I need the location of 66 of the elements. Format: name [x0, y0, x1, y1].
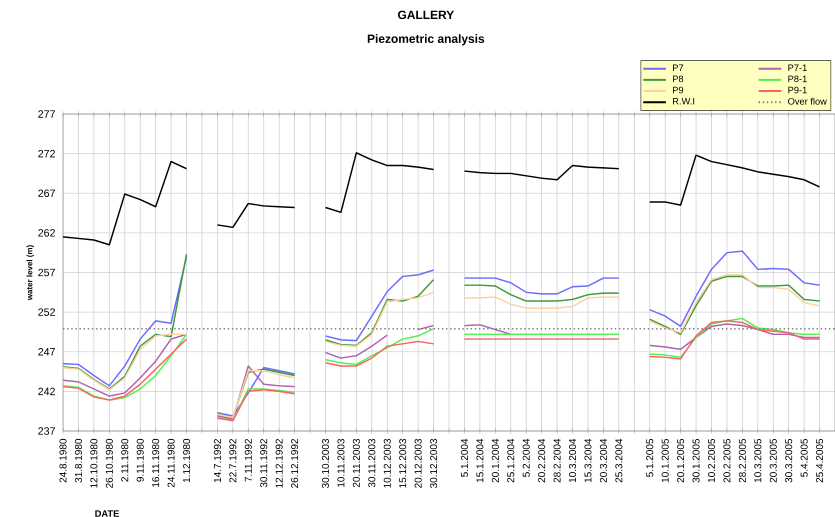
- x-tick-label: 7.11.1992: [244, 439, 252, 482]
- x-tick-label: 30.12.2003: [430, 438, 438, 488]
- x-tick-label: 20.3.2004: [600, 438, 607, 482]
- x-tick-label: 20.12.2003: [414, 438, 422, 488]
- chart-subtitle: Piezometric analysis: [368, 34, 484, 46]
- x-tick-label: 5.1.2005: [646, 438, 654, 477]
- x-tick-label: 12.10.1980: [90, 438, 98, 488]
- x-tick-label: 10.2.2005: [708, 438, 716, 482]
- x-tick-label: 16.11.1980: [152, 438, 160, 487]
- x-tick-label: 28.2.2004: [554, 438, 561, 482]
- legend-label: P9: [673, 86, 684, 94]
- x-tick-label: 10.1.2005: [662, 438, 669, 482]
- x-tick-label: 25.4.2005: [816, 438, 824, 482]
- y-tick-label: 252: [38, 308, 55, 316]
- legend-label: P9-1: [788, 86, 807, 94]
- y-tick-label: 267: [38, 189, 55, 198]
- x-tick-label: 10.3.2005: [754, 438, 762, 482]
- x-tick-label: 1.12.1980: [182, 438, 190, 482]
- x-tick-label: 9.11.1980: [136, 438, 144, 482]
- x-axis-title: DATE: [95, 510, 119, 517]
- x-tick-label: 31.8.1980: [74, 438, 82, 482]
- x-tick-label: 28.2.2005: [738, 438, 746, 482]
- x-tick-label: 15.1.2004: [476, 438, 484, 482]
- x-tick-label: 22.7.1992: [229, 439, 236, 482]
- x-tick-label: 20.2.2005: [723, 438, 730, 482]
- x-tick-label: 20.1.2005: [677, 438, 684, 482]
- y-tick-label: 247: [38, 348, 55, 356]
- x-tick-label: 30.10.2003: [322, 438, 330, 488]
- x-tick-label: 30.1.2005: [692, 438, 700, 482]
- x-tick-label: 2.11.1980: [121, 438, 128, 482]
- x-tick-label: 30.11.2003: [368, 438, 376, 488]
- legend-label: P8-1: [788, 76, 807, 82]
- x-tick-label: 26.12.1992: [291, 439, 298, 488]
- x-tick-label: 15.12.2003: [399, 438, 406, 488]
- x-tick-label: 10.3.2004: [568, 438, 576, 482]
- legend-label: P8: [673, 76, 684, 82]
- y-tick-label: 237: [38, 427, 55, 435]
- x-tick-label: 5.2.2004: [522, 438, 530, 477]
- legend-label: Over flow: [788, 98, 827, 105]
- x-tick-label: 25.3.2004: [615, 438, 622, 482]
- x-tick-label: 20.2.2004: [538, 438, 546, 482]
- x-tick-label: 12.12.1992: [276, 439, 283, 488]
- x-tick-label: 10.12.2003: [384, 438, 391, 488]
- x-tick-label: 5.1.2004: [460, 438, 468, 477]
- y-tick-label: 257: [38, 268, 55, 276]
- x-tick-label: 26.10.1980: [106, 438, 113, 488]
- y-tick-label: 272: [38, 150, 55, 158]
- x-tick-label: 24.8.1980: [59, 438, 67, 482]
- x-tick-label: 15.3.2004: [584, 438, 592, 482]
- x-tick-label: 24.11.1980: [168, 438, 175, 488]
- x-tick-label: 20.1.2004: [492, 438, 499, 482]
- x-tick-label: 25.1.2004: [507, 438, 514, 482]
- x-tick-label: 30.11.1992: [260, 439, 268, 488]
- x-tick-label: 14.7.1992: [214, 439, 221, 482]
- y-tick-label: 262: [38, 229, 55, 237]
- legend-label: P7-1: [788, 64, 807, 71]
- y-tick-label: 277: [38, 110, 55, 118]
- x-tick-label: 30.3.2005: [785, 438, 792, 482]
- legend-label: R.W.I: [673, 98, 694, 104]
- chart-title: GALLERY: [398, 10, 454, 20]
- legend-label: P7: [673, 64, 684, 71]
- y-tick-label: 242: [38, 388, 55, 396]
- x-tick-label: 20.3.2005: [770, 438, 777, 482]
- x-tick-label: 5.4.2005: [800, 438, 808, 477]
- x-tick-label: 10.11.2003: [337, 438, 344, 487]
- x-tick-label: 20.11.2003: [352, 438, 360, 488]
